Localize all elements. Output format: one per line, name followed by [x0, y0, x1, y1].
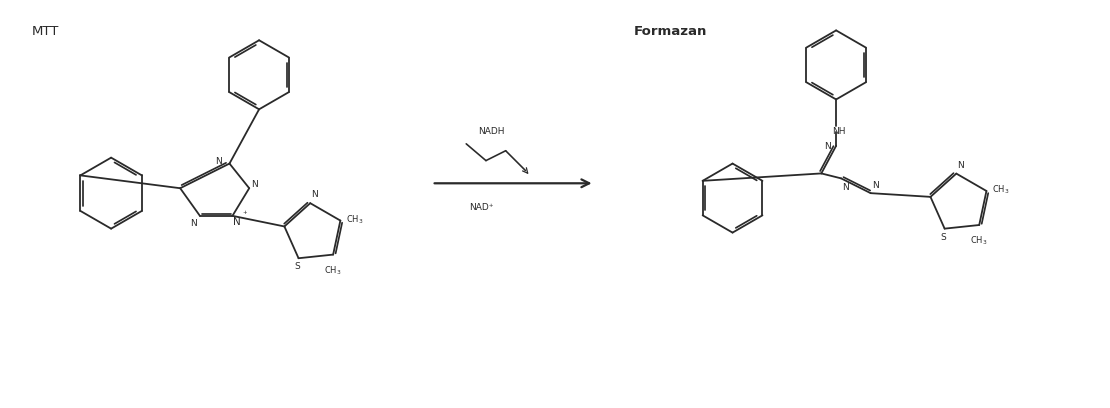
Text: CH$_3$: CH$_3$ — [324, 264, 342, 277]
Text: S: S — [941, 233, 947, 242]
Text: S: S — [294, 262, 301, 271]
Text: NADH: NADH — [477, 126, 504, 135]
Text: N: N — [871, 181, 878, 190]
Text: CH$_3$: CH$_3$ — [992, 184, 1010, 196]
Text: MTT: MTT — [32, 25, 60, 38]
Text: N: N — [842, 183, 849, 192]
Text: N: N — [233, 217, 241, 227]
Text: N: N — [825, 142, 831, 151]
Text: CH$_3$: CH$_3$ — [346, 213, 364, 226]
Text: N: N — [190, 219, 196, 228]
Text: NH: NH — [832, 127, 846, 136]
Text: NAD⁺: NAD⁺ — [468, 204, 493, 213]
Text: N: N — [957, 161, 965, 170]
Text: N: N — [251, 180, 258, 189]
Text: $^+$: $^+$ — [241, 209, 249, 218]
Text: Formazan: Formazan — [634, 25, 707, 38]
Text: CH$_3$: CH$_3$ — [970, 235, 988, 247]
Text: N: N — [311, 190, 317, 199]
Text: N: N — [215, 157, 222, 166]
